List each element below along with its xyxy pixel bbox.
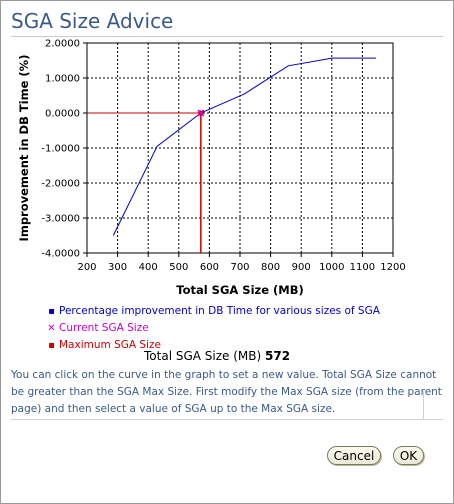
x-tick-label: 1100 [350,262,375,273]
chart-legend: ▪ Percentage improvement in DB Time for v… [47,303,380,354]
legend-square-icon: ▪ [48,340,55,351]
dialog-title: SGA Size Advice [11,9,174,33]
legend-square-icon: ▪ [48,306,55,317]
legend-maximum-label: Maximum SGA Size [59,339,161,351]
legend-item-current: ✕ Current SGA Size [47,320,380,337]
y-axis-ticks: 2.0000 1.0000 0.0000 -1.0000 -2.0000 -3.0000 -… [41,39,87,260]
footer-divider-vertical [423,391,424,419]
footer-divider [11,419,443,420]
x-tick-label: 900 [292,262,311,273]
y-tick-label: -4.0000 [41,249,80,260]
y-tick-label: 0.0000 [45,109,80,120]
y-tick-label: -2.0000 [41,179,80,190]
chart-marks [87,57,376,253]
legend-x-icon: ✕ [47,323,56,334]
y-axis-label: Improvement in DB Time (%) [17,55,31,242]
title-divider [11,36,443,37]
legend-item-maximum: ▪ Maximum SGA Size [47,337,380,354]
x-axis-ticks: 200 300 400 500 600 700 800 900 1000 1100 1200 [77,253,406,273]
x-tick-label: 400 [139,262,158,273]
x-tick-label: 700 [230,262,249,273]
legend-item-curve: ▪ Percentage improvement in DB Time for v… [47,303,380,320]
x-tick-label: 200 [77,262,96,273]
sga-advice-chart[interactable]: 200 300 400 500 600 700 800 900 1000 1100 1200 2.0… [1,35,454,298]
total-sga-size-label: Total SGA Size (MB) [144,349,262,363]
x-tick-label: 1000 [319,262,344,273]
total-sga-size-readout: Total SGA Size (MB) 572 [144,349,290,363]
improvement-curve[interactable] [112,57,376,236]
help-text: You can click on the curve in the graph … [11,369,442,415]
y-tick-label: 1.0000 [45,74,80,85]
x-tick-label: 500 [169,262,188,273]
y-tick-label: -3.0000 [41,214,80,225]
cancel-button[interactable]: Cancel [327,446,381,465]
x-axis-label: Total SGA Size (MB) [176,283,304,297]
ok-button[interactable]: OK [393,446,424,465]
y-tick-label: 2.0000 [45,39,80,50]
y-tick-label: -1.0000 [41,144,80,155]
legend-curve-label: Percentage improvement in DB Time for va… [59,305,380,317]
legend-current-label: Current SGA Size [59,322,149,334]
total-sga-size-value: 572 [265,349,291,363]
x-tick-label: 300 [108,262,127,273]
x-tick-label: 800 [261,262,280,273]
grid-lines [87,43,393,253]
x-tick-label: 600 [200,262,219,273]
current-sga-marker [197,109,205,117]
x-tick-label: 1200 [380,262,405,273]
